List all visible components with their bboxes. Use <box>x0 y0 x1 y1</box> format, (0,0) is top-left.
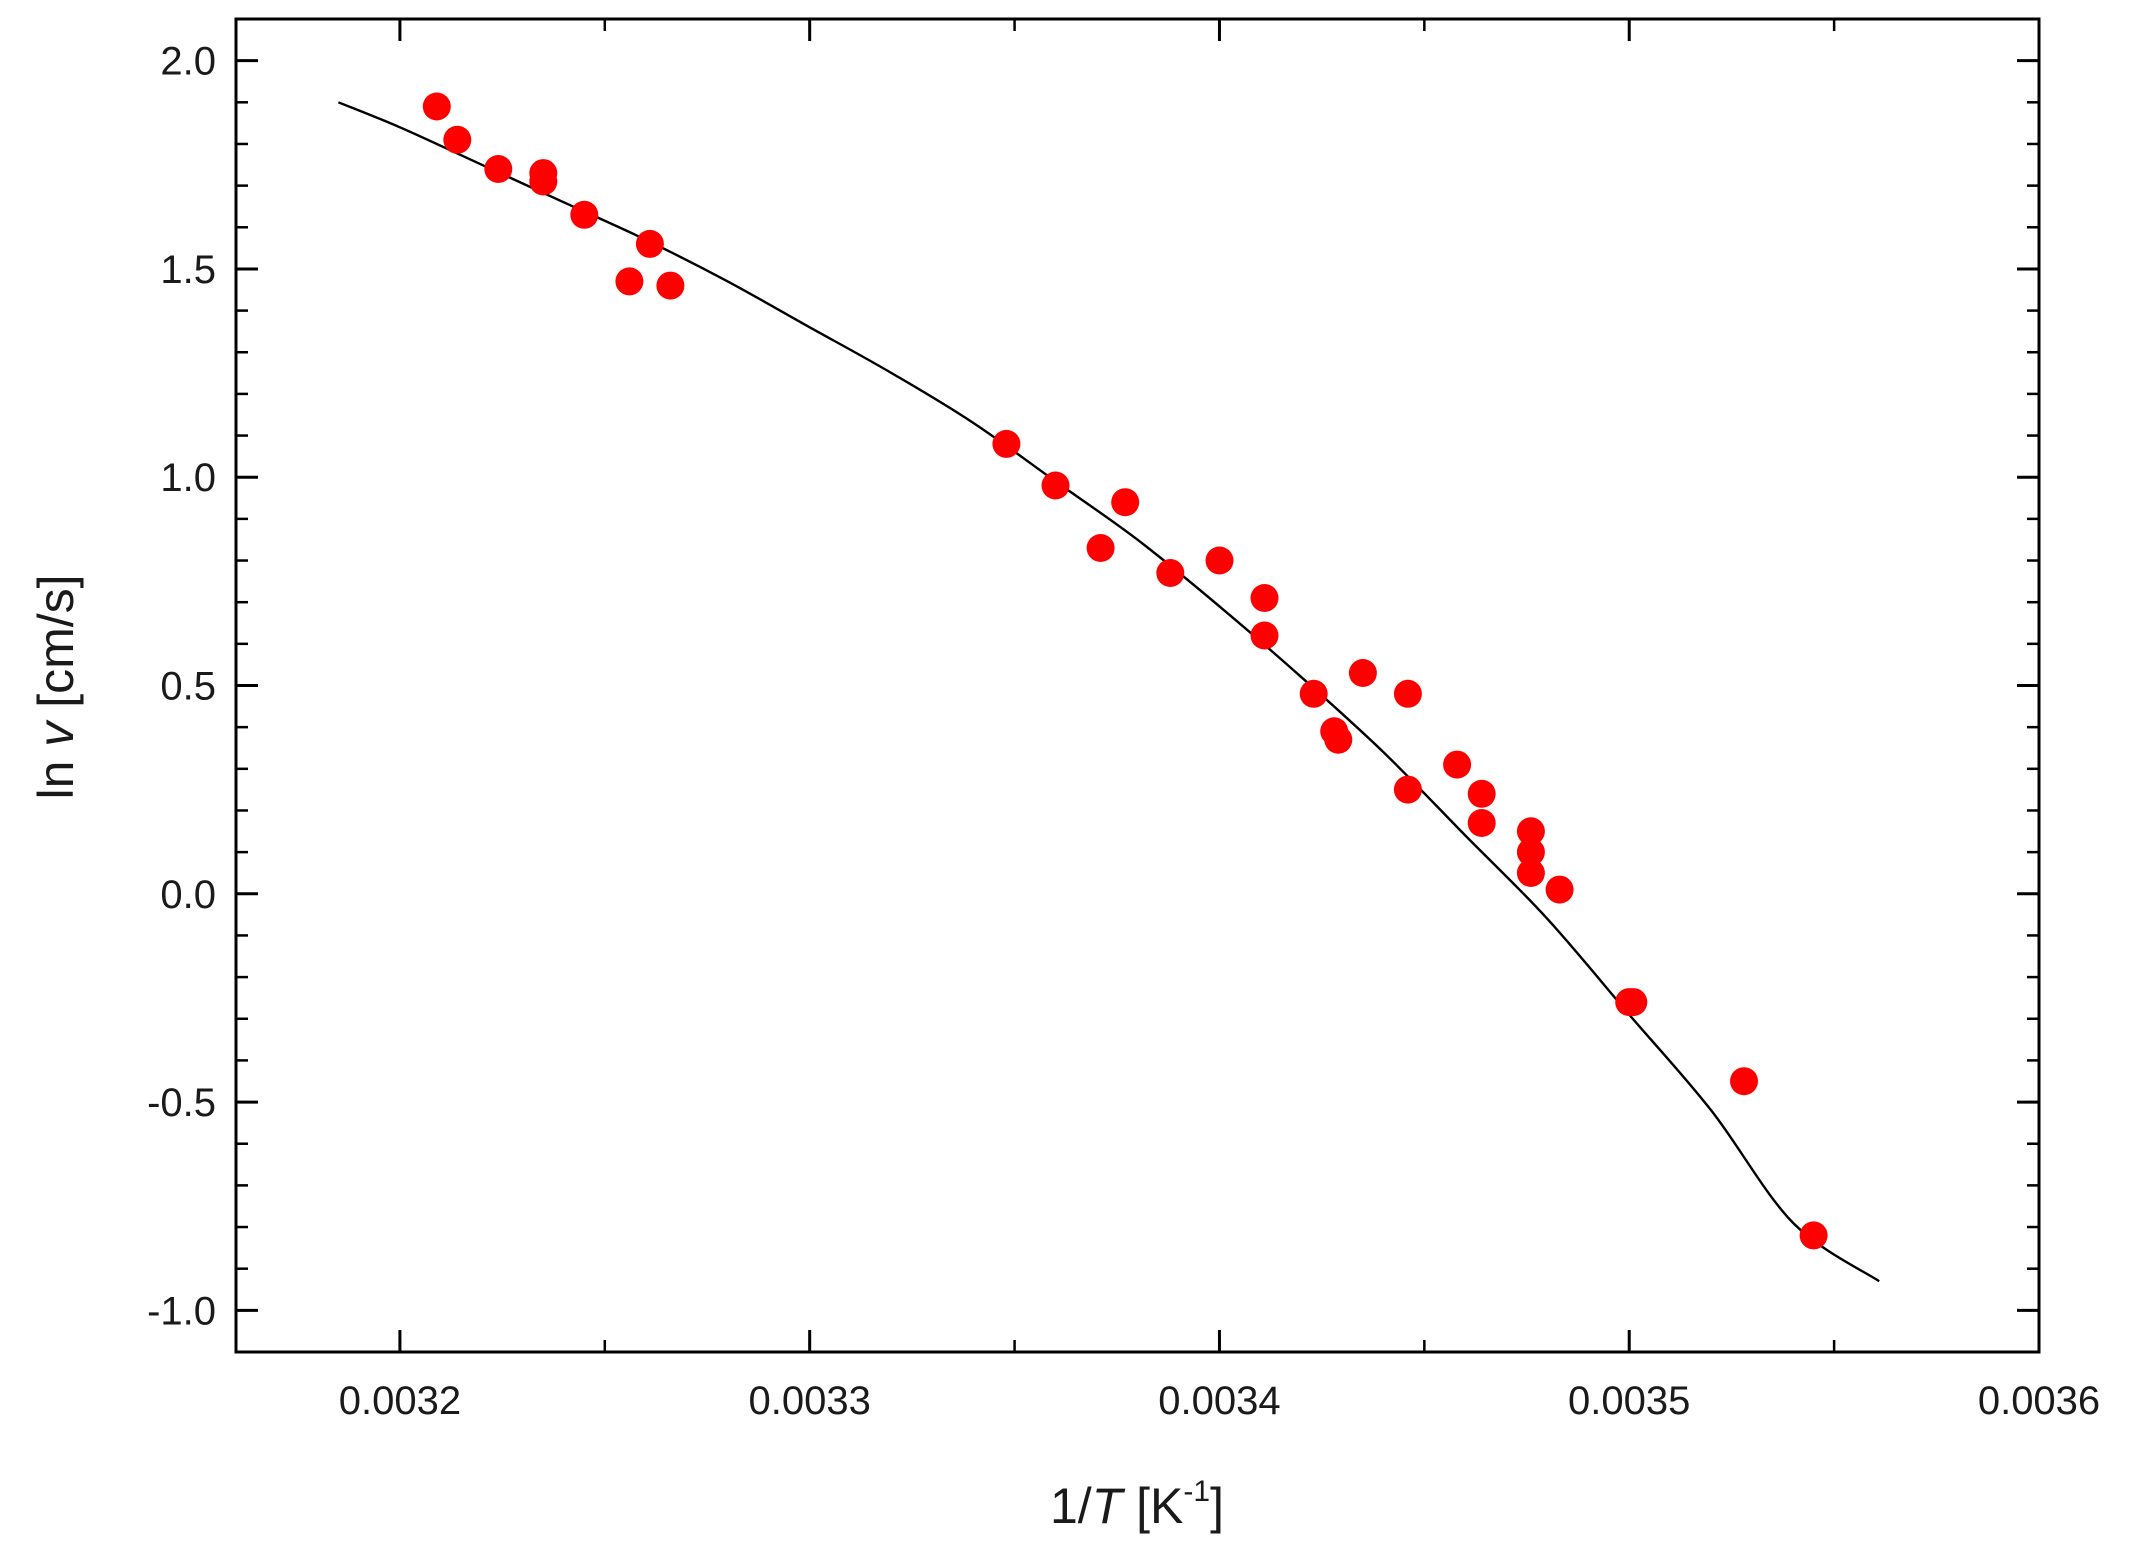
data-point <box>1156 559 1185 587</box>
x-tick-label: 0.0034 <box>1158 1379 1280 1423</box>
data-point <box>1443 750 1472 779</box>
x-tick-label: 0.0032 <box>339 1379 461 1423</box>
data-point <box>1205 546 1234 575</box>
data-point <box>443 125 472 154</box>
data-points <box>422 92 1828 1250</box>
data-point <box>484 155 513 183</box>
y-tick-label: 1.0 <box>160 456 216 500</box>
data-point <box>1393 775 1422 804</box>
y-axis-title: ln v [cm/s] <box>28 574 84 799</box>
data-point <box>992 429 1021 458</box>
y-tick-label: 0.0 <box>160 873 216 917</box>
y-tick-label: 0.5 <box>160 665 216 709</box>
data-point <box>570 200 599 229</box>
data-point <box>656 271 685 300</box>
data-point <box>1545 875 1574 904</box>
data-point <box>1250 584 1279 612</box>
tick-labels: 0.0032 0.0033 0.0034 0.0035 0.0036 -1.0 -0.5 0.… <box>147 40 2100 1423</box>
data-point <box>1730 1067 1758 1096</box>
data-point <box>1041 471 1070 500</box>
x-axis-title: 1/T [K-1] <box>1050 1475 1224 1534</box>
data-point <box>1348 659 1377 687</box>
data-point <box>529 167 558 196</box>
y-tick-label: -0.5 <box>147 1081 216 1125</box>
major-ticks <box>236 19 2041 1352</box>
data-point <box>1111 488 1140 517</box>
data-point <box>1516 838 1545 867</box>
data-point <box>1516 817 1545 846</box>
data-point <box>1324 725 1353 754</box>
data-point <box>422 92 451 121</box>
minor-ticks <box>236 17 2041 1354</box>
data-point <box>1393 679 1422 708</box>
y-tick-label: -1.0 <box>147 1289 216 1333</box>
y-tick-label: 1.5 <box>160 248 216 292</box>
x-tick-label: 0.0036 <box>1978 1379 2100 1423</box>
data-point <box>1467 809 1496 837</box>
data-point <box>1467 779 1496 808</box>
x-tick-label: 0.0033 <box>749 1379 871 1423</box>
y-tick-label: 2.0 <box>160 40 216 84</box>
x-tick-label: 0.0035 <box>1568 1379 1690 1423</box>
data-point <box>1250 621 1279 650</box>
data-point <box>1299 679 1328 708</box>
data-point <box>635 229 664 258</box>
data-point <box>1799 1221 1828 1250</box>
data-point <box>1619 988 1648 1017</box>
fit-curve <box>337 101 1880 1283</box>
data-point <box>615 267 644 296</box>
data-point <box>1086 534 1115 562</box>
plot-frame <box>234 17 2041 1354</box>
data-point <box>1516 859 1545 887</box>
